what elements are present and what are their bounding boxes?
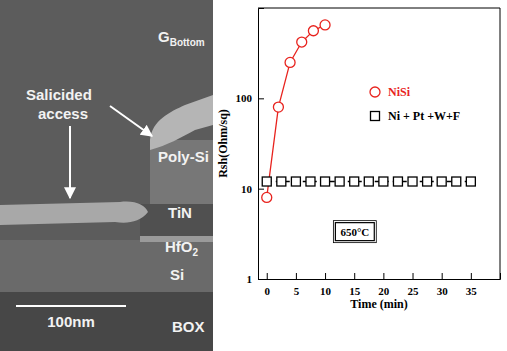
data-point — [335, 177, 344, 186]
x-tick-label: 5 — [294, 285, 300, 297]
micrograph-label: 100nm — [47, 313, 95, 330]
data-point — [423, 177, 432, 186]
x-tick: 0 — [264, 273, 270, 297]
legend-label: NiSi — [388, 85, 411, 99]
annotation-text: 650°C — [340, 226, 369, 238]
x-tick-mark — [296, 273, 297, 279]
y-tick: 10 — [241, 183, 264, 195]
data-point — [297, 37, 307, 47]
data-point — [364, 177, 373, 186]
annotation-box-outer — [333, 221, 376, 243]
data-point — [262, 177, 271, 186]
y-axis-line — [259, 9, 265, 280]
data-point — [306, 177, 315, 186]
y-axis: 1 10 100 — [236, 9, 265, 286]
data-point — [285, 57, 295, 67]
x-tick-mark — [442, 273, 443, 279]
x-tick-mark — [471, 273, 472, 279]
x-tick: 20 — [378, 273, 390, 297]
y-tick-mark — [258, 98, 264, 99]
x-tick-mark — [413, 273, 414, 279]
x-tick-mark — [383, 273, 384, 279]
poly-layer — [150, 140, 213, 204]
micrograph-label: TiN — [168, 204, 192, 221]
legend: NiSi Ni + Pt +W+F — [370, 85, 460, 123]
x-tick-label: 15 — [349, 285, 361, 297]
data-point — [437, 177, 446, 186]
plot-frame — [258, 8, 500, 279]
data-point — [393, 177, 402, 186]
micrograph-label: access — [38, 105, 88, 122]
data-point — [291, 177, 300, 186]
micrograph: GBottom Salicided access Poly-Si TiN HfO2 Si BO… — [0, 0, 213, 351]
legend-marker — [371, 112, 380, 121]
micrograph-label: GBottom — [158, 28, 205, 48]
x-tick-mark — [325, 273, 326, 279]
micrograph-label: BOX — [172, 318, 205, 335]
y-tick: 1 — [247, 273, 265, 285]
legend-label: Ni + Pt +W+F — [388, 109, 460, 123]
x-tick: 5 — [294, 273, 300, 297]
micrograph-label: Poly-Si — [158, 148, 209, 165]
x-axis: 0 5 10 15 20 25 30 35 — [259, 273, 501, 297]
data-point — [320, 20, 330, 30]
micrograph-label: Salicided — [26, 86, 92, 103]
y-tick-label: 1 — [247, 273, 253, 285]
y-axis-title: Rsh(Ohm/sq) — [216, 109, 230, 178]
y-tick-label: 100 — [236, 92, 253, 104]
micrograph-label: Si — [170, 266, 184, 283]
data-point — [408, 177, 417, 186]
salicide-access — [0, 202, 148, 225]
data-point — [452, 177, 461, 186]
micrograph-background — [0, 0, 213, 351]
x-tick-label: 30 — [437, 285, 449, 297]
x-tick-mark — [354, 273, 355, 279]
plot-area — [262, 20, 476, 203]
legend-marker — [370, 87, 380, 97]
data-point — [321, 177, 330, 186]
box-layer — [0, 292, 213, 351]
label-main: HfO — [165, 238, 193, 255]
series-markers — [262, 177, 475, 186]
y-tick: 100 — [236, 92, 265, 104]
micrograph-label: HfO2 — [165, 238, 199, 258]
y-tick-mark — [258, 279, 264, 280]
x-tick: 10 — [320, 273, 332, 297]
x-tick-label: 35 — [466, 285, 478, 297]
figure: GBottom Salicided access Poly-Si TiN HfO2 Si BO… — [0, 0, 507, 351]
x-tick-label: 25 — [408, 285, 420, 297]
label-subscript: 2 — [193, 247, 199, 258]
label-subscript: Bottom — [170, 37, 205, 48]
tin-layer — [140, 204, 213, 236]
y-tick-label: 10 — [241, 183, 253, 195]
label-main: G — [158, 28, 170, 45]
x-tick-label: 0 — [264, 285, 270, 297]
salicide-gate — [150, 95, 213, 150]
data-point — [308, 26, 318, 36]
x-axis-line — [259, 273, 501, 280]
x-tick-label: 10 — [320, 285, 332, 297]
x-tick: 25 — [408, 273, 420, 297]
data-point — [379, 177, 388, 186]
series-line — [267, 25, 325, 198]
arrow — [110, 106, 152, 136]
arrow — [69, 126, 71, 198]
scale-bar — [16, 305, 126, 307]
data-point — [262, 192, 272, 202]
annotation-box — [335, 223, 374, 241]
y-tick-mark — [258, 189, 264, 190]
x-tick-mark — [267, 273, 268, 279]
chart: 0 5 10 15 20 25 30 35 1 10 100 Time (min) Rsh(Ohm/sq… — [216, 8, 501, 311]
x-tick: 30 — [437, 273, 449, 297]
data-point — [350, 177, 359, 186]
x-axis-title: Time (min) — [350, 297, 407, 311]
data-point — [466, 177, 475, 186]
x-tick-label: 20 — [378, 285, 390, 297]
x-tick: 15 — [349, 273, 361, 297]
annotation: 650°C — [333, 221, 376, 243]
x-tick: 35 — [466, 273, 478, 297]
series-markers — [262, 20, 330, 203]
data-point — [277, 177, 286, 186]
data-point — [273, 102, 283, 112]
